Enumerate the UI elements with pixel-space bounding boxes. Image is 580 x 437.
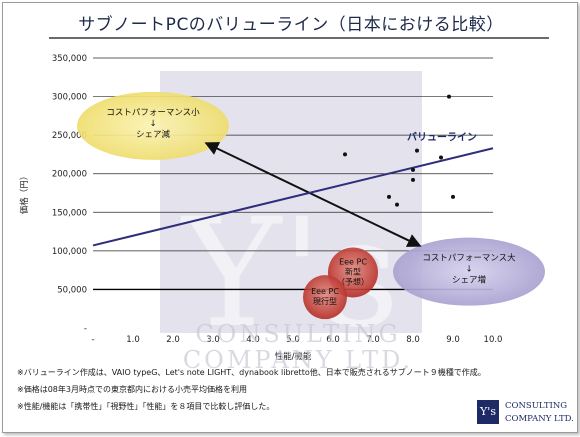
logo-mark: Y's — [477, 400, 499, 424]
data-point — [395, 202, 399, 207]
data-point — [451, 194, 455, 199]
y-tick-label: 50,000 — [57, 285, 87, 295]
page-title: サブノートPCのバリューライン（日本における比較） — [78, 15, 504, 35]
annotation-text: コストパフォーマンス小↓シェア減 — [106, 107, 200, 140]
title-divider — [49, 37, 549, 39]
axes-layer: - 50,000 100,000 150,000 200,000 250,000 300,0… — [19, 54, 502, 362]
watermark-text: CONSULTING COMPANY LTD. — [182, 320, 414, 374]
data-point — [411, 177, 415, 182]
x-tick-label: 9.0 — [446, 335, 460, 345]
x-tick-label: 8.0 — [406, 335, 420, 345]
logo-line-2: COMPANY LTD. — [505, 414, 574, 424]
logo-text: CONSULTING COMPANY LTD. — [505, 400, 574, 426]
x-tick-label: 3.0 — [206, 335, 220, 345]
x-tick-label: 2.0 — [166, 335, 180, 345]
logo-line-1: CONSULTING — [505, 401, 568, 411]
value-line-label: バリューライン — [407, 131, 477, 143]
annotation-ellipse — [77, 91, 229, 160]
x-tick-label: 1.0 — [126, 335, 140, 345]
x-tick-label: 7.0 — [366, 335, 380, 345]
x-tick-label: 6.0 — [326, 335, 340, 345]
annotation-text: コストパフォーマンス大↓シェア増 — [422, 253, 516, 286]
eee-pc-label: Eee PC 新型（予想） — [337, 257, 369, 286]
y-tick-label: 250,000 — [52, 131, 87, 141]
eee-pc-bubble — [303, 275, 347, 320]
value-line — [92, 147, 494, 247]
slide: サブノートPCのバリューライン（日本における比較） Y's - 50,000 100… — [2, 2, 578, 433]
data-point — [415, 148, 419, 153]
x-tick-label: 5.0 — [286, 335, 300, 345]
y-tick-label: 150,000 — [52, 208, 87, 218]
data-point — [411, 167, 415, 172]
data-point — [343, 152, 347, 157]
footnote-2: ※価格は08年3月時点での東京都内における小売平均価格を利用 — [17, 385, 247, 394]
marks-layer: バリューライン Eee PC 新型（予想）Eee PC 現行型 — [92, 94, 494, 320]
y-tick-label: - — [84, 324, 87, 334]
data-point — [387, 194, 391, 199]
y-tick-label: 100,000 — [52, 247, 87, 257]
x-tick-label: 10.0 — [484, 335, 503, 345]
x-axis-label: 性能/機能 — [275, 351, 312, 362]
value-line-chart: Y's -50,000100,000150,000200,000250,0003… — [19, 54, 545, 362]
y-axis-label: 価格（円） — [19, 172, 30, 215]
annotation-ellipse — [393, 237, 545, 306]
company-logo: Y's CONSULTING COMPANY LTD. — [477, 398, 577, 428]
x-tick-label: - — [91, 335, 94, 345]
footnotes: ※バリューライン作成は、VAIO typeG、Let's note LIGHT、… — [17, 364, 497, 415]
y-tick-label: 300,000 — [52, 93, 87, 103]
y-tick-label: 350,000 — [52, 54, 87, 64]
eee-pc-label: Eee PC 現行型 — [311, 287, 339, 306]
cost-performance-arrow — [204, 142, 422, 247]
y-tick-label: 200,000 — [52, 170, 87, 180]
footnote-3: ※性能/機能は「携帯性」「視野性」「性能」を８項目で比較し評価した。 — [17, 402, 275, 411]
data-point — [439, 155, 443, 160]
x-tick-label: 4.0 — [246, 335, 260, 345]
data-point — [447, 94, 451, 99]
footnote-1: ※バリューライン作成は、VAIO typeG、Let's note LIGHT、… — [17, 368, 486, 377]
